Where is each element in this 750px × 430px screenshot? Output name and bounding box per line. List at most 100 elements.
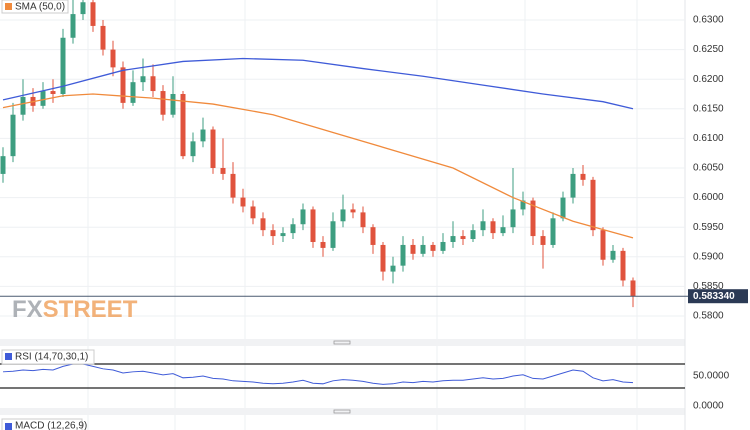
legend-swatch: [5, 3, 12, 10]
plot: 0.5800 0.5850 0.5900 0.5950 0.6000 0.6050 0.61…: [0, 0, 748, 412]
time-grid: [87, 0, 638, 430]
candle-body: [10, 114, 16, 157]
candle-body: [170, 94, 176, 115]
candle-body: [260, 218, 266, 231]
legend-swatch: [5, 353, 12, 360]
divider-handle[interactable]: [333, 409, 351, 414]
candle-body: [540, 236, 546, 245]
candle-body: [80, 2, 86, 15]
rsi-line: [2, 363, 634, 385]
candle-body: [240, 197, 246, 207]
candle-body: [100, 25, 106, 50]
candle-body: [410, 244, 416, 254]
candle-body: [220, 167, 226, 174]
candle-body: [60, 37, 66, 95]
candle-body: [180, 94, 186, 157]
candle-body: [490, 221, 496, 234]
candle-body: [210, 129, 216, 168]
legend-box: [1, 0, 69, 14]
sma-line: [2, 93, 634, 239]
rsi-label: RSI (14,70,30,1): [15, 352, 88, 363]
candle-body: [360, 212, 366, 228]
y-tick-label: 0.6200: [693, 74, 724, 85]
candle-body: [430, 244, 436, 251]
watermark-part: STREET: [43, 296, 138, 323]
candle-body: [50, 91, 56, 95]
legend-box: [1, 418, 83, 430]
legend-box: [1, 349, 95, 365]
candle-body: [560, 197, 566, 219]
candle-body: [230, 173, 236, 198]
last-price-label: 0.583340: [693, 291, 735, 302]
candle-body: [0, 156, 6, 174]
candle-body: [460, 236, 466, 240]
sma-line: [2, 57, 634, 110]
candle-body: [480, 221, 486, 231]
candle-body: [300, 209, 306, 225]
y-tick-label: 0.6050: [693, 163, 724, 174]
candle-body: [620, 250, 626, 281]
candle-body: [470, 230, 476, 240]
candle-body: [340, 209, 346, 222]
candle-body: [160, 91, 166, 115]
macd-legend: MACD (12,26,9): [1, 418, 87, 430]
candle-body: [190, 141, 196, 157]
candle-body: [110, 49, 116, 68]
candle-body: [330, 221, 336, 248]
watermark: FXSTREET: [12, 296, 138, 323]
candle-body: [270, 230, 276, 237]
rsi-tick-label: 50.0000: [693, 371, 730, 382]
candle-body: [380, 244, 386, 272]
candle-body: [280, 233, 286, 237]
candle-body: [610, 250, 616, 260]
macd-label: MACD (12,26,9): [15, 421, 87, 430]
candle-body: [400, 244, 406, 266]
candle-body: [20, 96, 26, 115]
candle-body: [390, 265, 396, 272]
candle-body: [420, 244, 426, 254]
y-tick-label: 0.6100: [693, 133, 724, 144]
candle-body: [150, 76, 156, 92]
indicator-legend: SMA (50,0): [1, 0, 69, 14]
candle-body: [450, 236, 456, 242]
candle-body: [290, 224, 296, 234]
y-tick-label: 0.6150: [693, 103, 724, 114]
y-tick-label: 0.6000: [693, 192, 724, 203]
watermark-part: FX: [12, 296, 43, 323]
candle-body: [320, 241, 326, 248]
candle-body: [570, 173, 576, 198]
candle-body: [580, 173, 586, 180]
candle-body: [590, 179, 596, 231]
candle-body: [520, 200, 526, 210]
candle-body: [630, 280, 636, 297]
y-tick-label: 0.5950: [693, 222, 724, 233]
candle-body: [120, 67, 126, 103]
divider-handle[interactable]: [333, 340, 351, 345]
legend-swatch: [5, 423, 12, 430]
candle-body: [140, 76, 146, 83]
indicator-label: SMA (50,0): [15, 2, 65, 13]
candle-body: [530, 200, 536, 237]
candle-body: [600, 230, 606, 260]
candle-body: [500, 227, 506, 234]
y-tick-label: 0.6250: [693, 44, 724, 55]
y-tick-label: 0.5900: [693, 251, 724, 262]
candle-body: [90, 2, 96, 26]
candle-body: [70, 14, 76, 38]
candle-body: [350, 209, 356, 213]
candle-body: [310, 209, 316, 242]
candle-body: [510, 209, 516, 228]
candle-body: [370, 227, 376, 245]
y-tick-label: 0.5800: [693, 311, 724, 322]
rsi-tick-label: 0.0000: [693, 401, 724, 412]
candle-body: [40, 91, 46, 106]
candle-body: [250, 206, 256, 219]
panel-divider[interactable]: [0, 408, 685, 415]
panel-divider[interactable]: [0, 339, 685, 346]
y-tick-label: 0.5850: [693, 281, 724, 292]
candle-body: [550, 218, 556, 245]
candle-body: [440, 241, 446, 251]
rsi-legend: RSI (14,70,30,1): [1, 349, 95, 365]
last-price-box: [688, 289, 748, 304]
y-tick-label: 0.6300: [693, 15, 724, 26]
